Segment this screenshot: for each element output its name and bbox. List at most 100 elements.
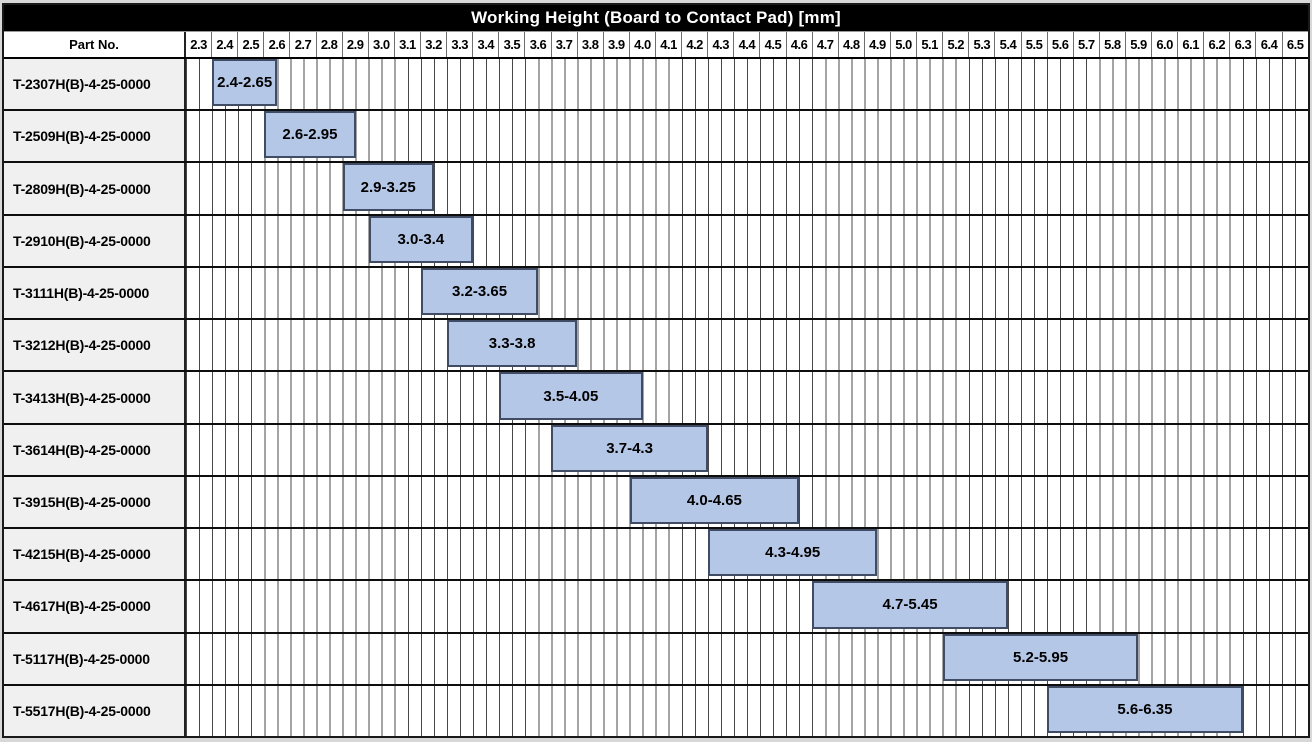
axis-tick: 6.0 — [1151, 32, 1177, 57]
part-number-cell: T-3915H(B)-4-25-0000 — [4, 476, 186, 528]
axis-tick: 5.3 — [968, 32, 994, 57]
axis-tick: 5.6 — [1046, 32, 1073, 57]
axis-tick: 4.9 — [863, 32, 890, 57]
part-number-cell: T-5517H(B)-4-25-0000 — [4, 685, 186, 737]
axis-tick: 3.5 — [498, 32, 524, 57]
row-plot-area: 2.4-2.65 — [186, 59, 1308, 110]
axis-tick: 3.2 — [419, 32, 446, 57]
axis-tick: 3.6 — [524, 32, 550, 57]
axis-tick: 2.9 — [341, 32, 368, 57]
table-row: T-3212H(B)-4-25-0000 3.3-3.8 — [4, 318, 1308, 371]
range-bar: 3.7-4.3 — [551, 424, 708, 472]
part-number-cell: T-2509H(B)-4-25-0000 — [4, 111, 186, 162]
range-bar: 4.3-4.95 — [707, 529, 878, 577]
row-plot-area: 4.0-4.65 — [186, 476, 1308, 528]
part-number-cell: T-2910H(B)-4-25-0000 — [4, 215, 186, 266]
part-number-cell: T-3413H(B)-4-25-0000 — [4, 372, 186, 423]
row-plot-area: 2.9-3.25 — [186, 163, 1308, 214]
range-bar-label: 2.9-3.25 — [360, 178, 416, 196]
axis-tick: 2.7 — [289, 32, 315, 57]
table-row: T-3111H(B)-4-25-0000 3.2-3.65 — [4, 265, 1308, 319]
range-bar: 5.2-5.95 — [942, 633, 1139, 681]
table-row: T-2509H(B)-4-25-0000 2.6-2.95 — [4, 109, 1308, 162]
table-row: T-2910H(B)-4-25-0000 3.0-3.4 — [4, 213, 1308, 266]
range-bar-label: 3.7-4.3 — [606, 439, 653, 457]
row-plot-area: 3.0-3.4 — [186, 215, 1308, 266]
row-plot-area: 5.2-5.95 — [186, 633, 1308, 684]
table-row: T-2307H(B)-4-25-0000 2.4-2.65 — [4, 59, 1308, 110]
axis-tick: 6.4 — [1255, 32, 1281, 57]
range-bar: 3.0-3.4 — [368, 215, 473, 263]
axis-tick: 2.4 — [211, 32, 237, 57]
axis-tick: 4.7 — [811, 32, 838, 57]
range-bar-label: 3.5-4.05 — [543, 387, 599, 405]
axis-tick: 3.3 — [446, 32, 472, 57]
axis-tick: 5.4 — [994, 32, 1020, 57]
range-bar-label: 4.3-4.95 — [765, 544, 821, 562]
axis-tick: 2.6 — [263, 32, 289, 57]
working-height-chart: Working Height (Board to Contact Pad) [m… — [2, 3, 1310, 738]
axis-tick: 5.2 — [942, 32, 968, 57]
part-number-cell: T-5117H(B)-4-25-0000 — [4, 633, 186, 684]
part-number-cell: T-3212H(B)-4-25-0000 — [4, 320, 186, 371]
axis-tick: 4.0 — [628, 32, 655, 57]
range-bar-label: 4.0-4.65 — [686, 491, 742, 509]
range-bar-label: 2.4-2.65 — [217, 74, 273, 92]
table-row: T-5117H(B)-4-25-0000 5.2-5.95 — [4, 631, 1308, 684]
part-number-cell: T-3111H(B)-4-25-0000 — [4, 267, 186, 319]
row-plot-area: 4.3-4.95 — [186, 529, 1308, 580]
axis-tick: 2.3 — [190, 37, 207, 52]
part-number-cell: T-4215H(B)-4-25-0000 — [4, 529, 186, 580]
table-row: T-2809H(B)-4-25-0000 2.9-3.25 — [4, 161, 1308, 214]
chart-rows: T-2307H(B)-4-25-0000 2.4-2.65 T-2509H(B)-4… — [4, 59, 1308, 737]
axis-tick: 5.8 — [1098, 32, 1125, 57]
axis-tick: 5.0 — [889, 32, 916, 57]
axis-tick: 4.2 — [681, 32, 707, 57]
table-row: T-3915H(B)-4-25-0000 4.0-4.65 — [4, 474, 1308, 528]
row-plot-area: 3.5-4.05 — [186, 372, 1308, 423]
axis-tick: 2.5 — [237, 32, 263, 57]
range-bar-label: 3.3-3.8 — [488, 335, 536, 353]
table-row: T-4215H(B)-4-25-0000 4.3-4.95 — [4, 527, 1308, 580]
axis-tick: 6.5 — [1281, 32, 1308, 57]
axis-tick: 2.8 — [315, 32, 342, 57]
axis-tick: 4.4 — [733, 32, 759, 57]
range-bar-label: 3.0-3.4 — [397, 230, 445, 248]
axis-tick: 3.7 — [550, 32, 577, 57]
axis-tick: 6.3 — [1229, 32, 1255, 57]
axis-tick: 6.1 — [1177, 32, 1203, 57]
axis-tick: 4.5 — [759, 32, 785, 57]
row-plot-area: 3.7-4.3 — [186, 424, 1308, 475]
axis-tick: 5.9 — [1124, 32, 1151, 57]
table-row: T-4617H(B)-4-25-0000 4.7-5.45 — [4, 579, 1308, 632]
table-row: T-3413H(B)-4-25-0000 3.5-4.05 — [4, 370, 1308, 423]
axis-tick: 3.0 — [367, 32, 394, 57]
axis-tick: 4.3 — [707, 32, 733, 57]
range-bar-label: 4.7-5.45 — [882, 596, 938, 614]
axis-tick: 4.6 — [785, 32, 812, 57]
table-row: T-3614H(B)-4-25-0000 3.7-4.3 — [4, 422, 1308, 475]
axis-tick: 4.8 — [837, 32, 864, 57]
axis-tick: 4.1 — [654, 32, 681, 57]
axis-tick: 5.1 — [916, 32, 942, 57]
range-bar: 4.0-4.65 — [629, 476, 800, 525]
chart-title: Working Height (Board to Contact Pad) [m… — [4, 5, 1308, 31]
part-number-cell: T-2809H(B)-4-25-0000 — [4, 163, 186, 214]
range-bar: 3.2-3.65 — [420, 267, 539, 316]
part-no-column-header: Part No. — [4, 32, 186, 57]
row-plot-area: 5.6-6.35 — [186, 685, 1308, 737]
row-plot-area: 3.3-3.8 — [186, 320, 1308, 371]
axis-tick: 5.7 — [1072, 32, 1099, 57]
axis-tick: 3.8 — [576, 32, 603, 57]
axis-tick: 3.4 — [472, 32, 498, 57]
range-bar-label: 5.6-6.35 — [1117, 700, 1173, 718]
part-number-cell: T-3614H(B)-4-25-0000 — [4, 424, 186, 475]
range-bar: 3.3-3.8 — [446, 320, 578, 368]
axis-tick-strip: 2.3 2.4 2.5 2.6 2.7 2.8 2.9 3.0 3.1 3.2 3.3 3.4 3.5 3… — [186, 32, 1308, 57]
range-bar-label: 2.6-2.95 — [282, 126, 338, 144]
range-bar: 2.9-3.25 — [342, 163, 434, 211]
range-bar-label: 5.2-5.95 — [1013, 648, 1069, 666]
range-bar: 4.7-5.45 — [812, 581, 1008, 629]
row-plot-area: 3.2-3.65 — [186, 267, 1308, 319]
range-bar: 2.4-2.65 — [212, 59, 278, 107]
